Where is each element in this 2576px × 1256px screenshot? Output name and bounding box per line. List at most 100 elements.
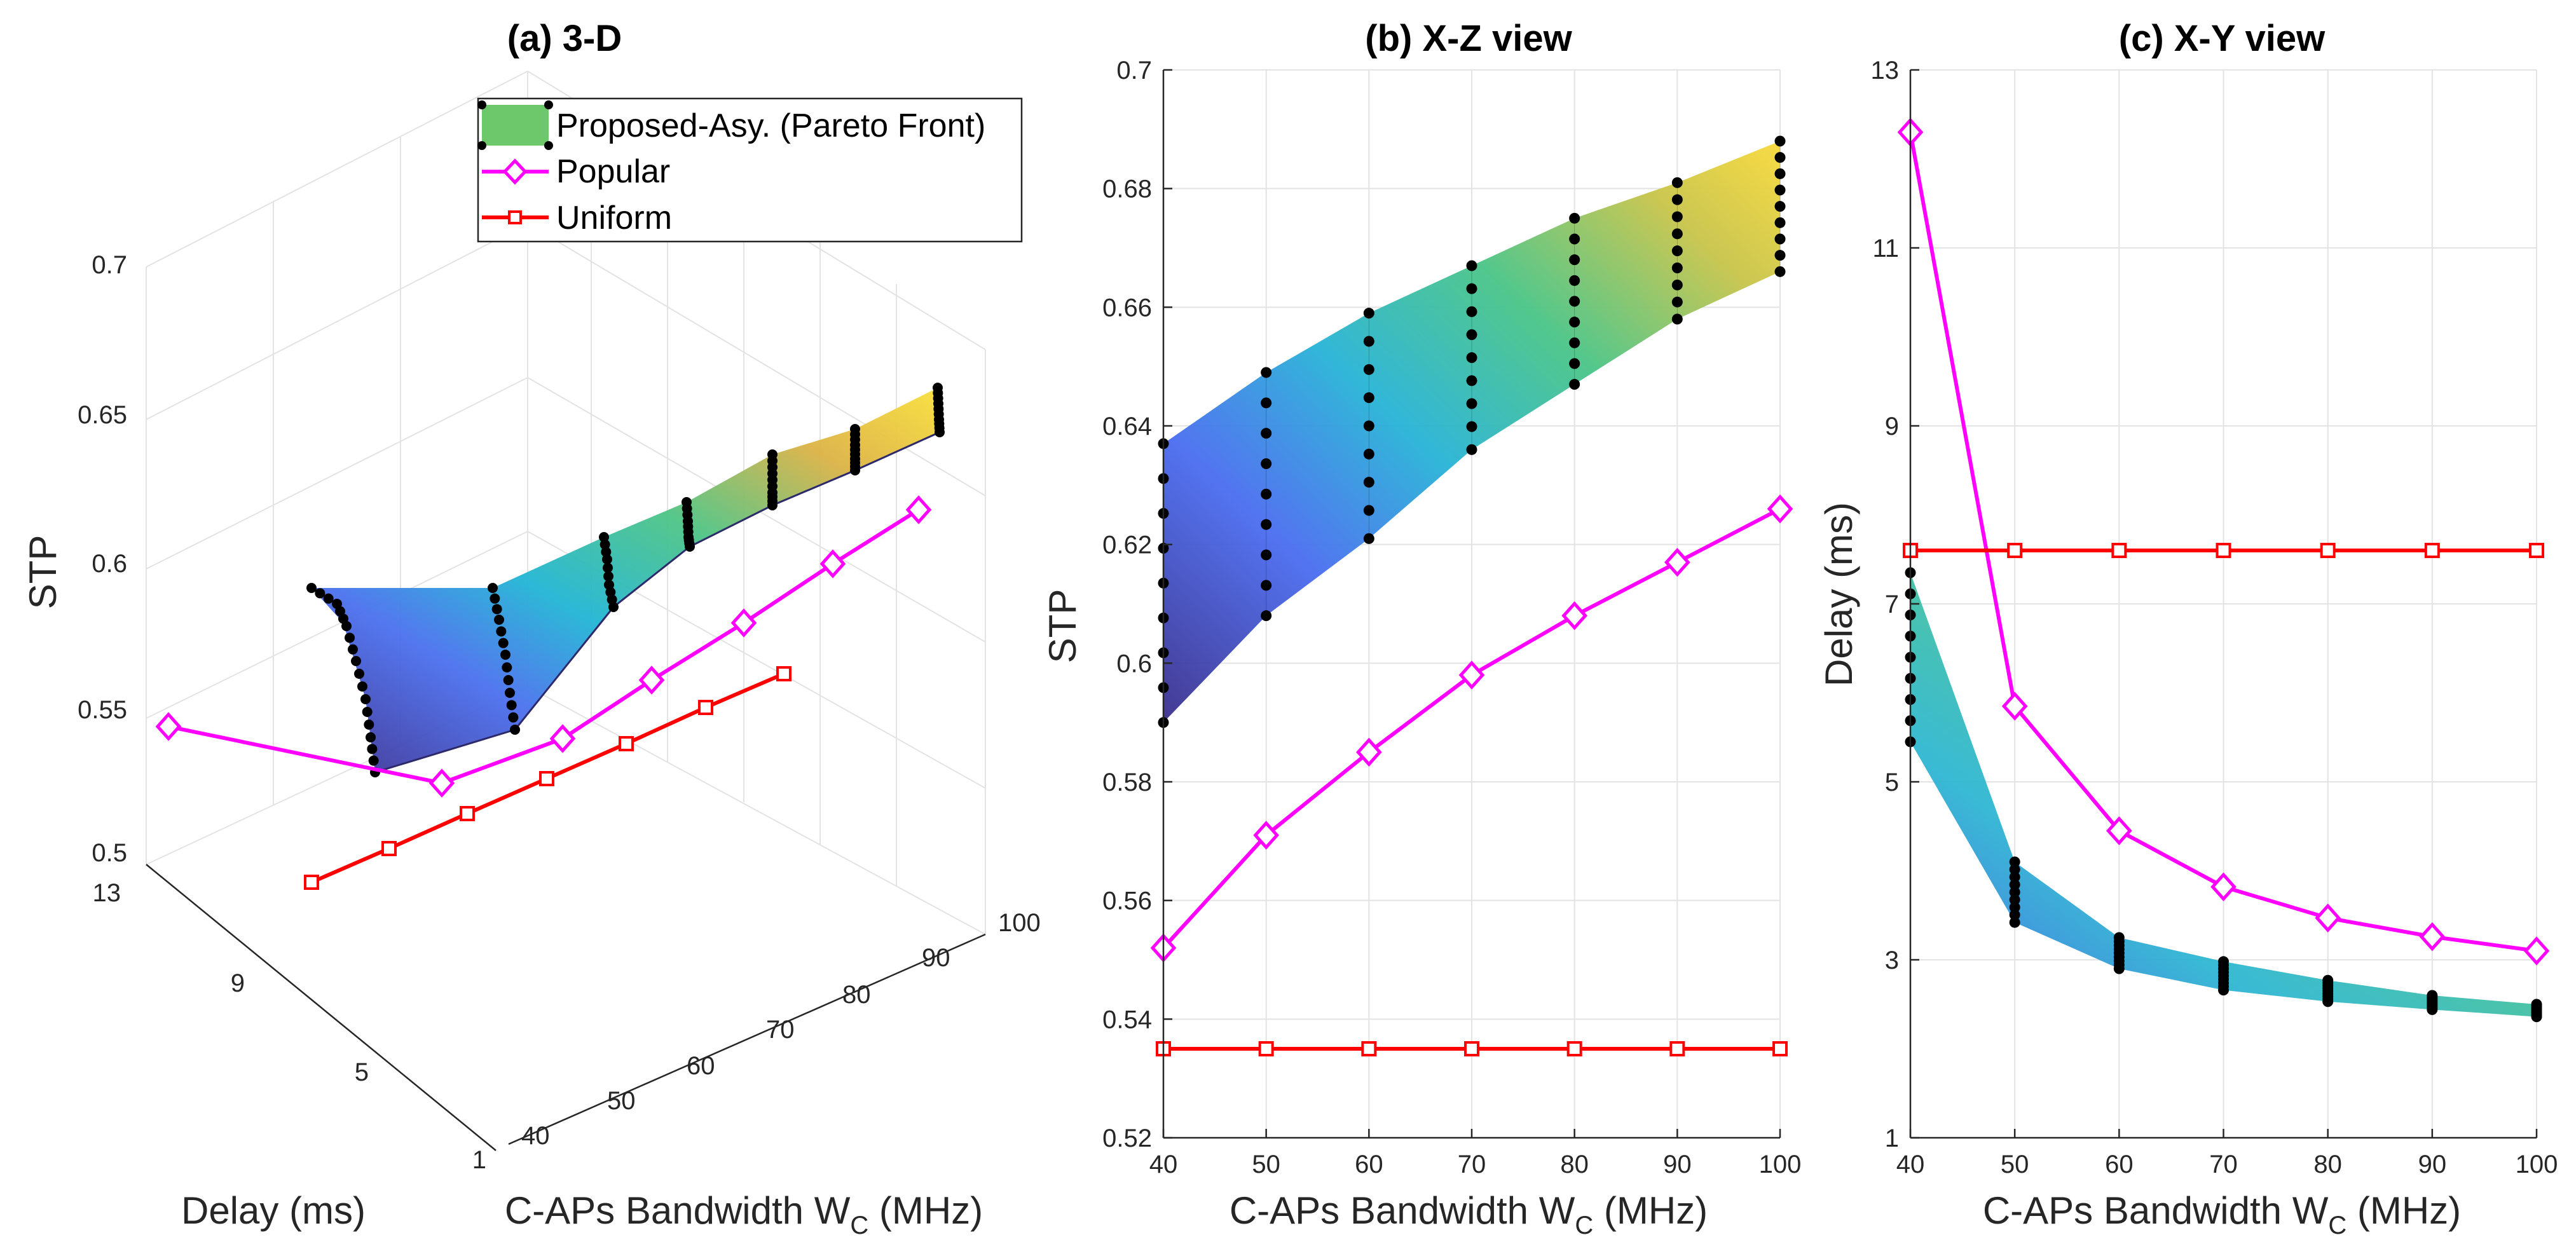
panel-b-pareto-point bbox=[1671, 313, 1683, 325]
panel-b-pareto-point bbox=[1363, 308, 1374, 319]
panel-b-pareto-point bbox=[1261, 428, 1272, 439]
panel-b-pareto-point bbox=[1466, 306, 1477, 317]
panel-c-uniform-marker bbox=[2424, 543, 2440, 558]
panel-a-popular-markers bbox=[155, 495, 932, 798]
panel-c-xtick-label: 60 bbox=[2105, 1150, 2134, 1178]
panel-b-pareto-point bbox=[1569, 337, 1580, 348]
panel-b-pareto-point bbox=[1363, 477, 1374, 488]
panel-c-pareto-point bbox=[2531, 999, 2542, 1010]
panel-c-series bbox=[1897, 118, 2550, 966]
panel-c-xtick-label: 90 bbox=[2418, 1150, 2447, 1178]
panel-a-ytick: 13 bbox=[93, 879, 121, 907]
panel-a-pareto-point bbox=[367, 744, 378, 754]
panel-b-pareto-point bbox=[1569, 233, 1580, 245]
panel-a-pareto-point bbox=[608, 602, 619, 612]
panel-c-pareto-point bbox=[2218, 956, 2229, 967]
panel-b-xtick-label: 100 bbox=[1759, 1150, 1802, 1178]
panel-a-popular-marker bbox=[819, 549, 846, 578]
panel-a-uniform-marker bbox=[698, 700, 713, 715]
panel-b-pareto-point bbox=[1363, 420, 1374, 432]
panel-a-uniform-marker bbox=[619, 736, 634, 751]
panel-a-ylabel: Delay (ms) bbox=[181, 1189, 366, 1232]
panel-a-pareto-point bbox=[488, 583, 498, 593]
panel-a-xtick: 100 bbox=[998, 909, 1041, 937]
panel-a-xtick: 40 bbox=[521, 1122, 550, 1150]
panel-a-pareto-point bbox=[357, 681, 367, 692]
panel-c-popular-marker bbox=[2001, 692, 2028, 721]
panel-b-ytick-label: 0.52 bbox=[1102, 1124, 1152, 1152]
panel-c-ylabel: Delay (ms) bbox=[1818, 502, 1860, 686]
panel-a-uniform-marker bbox=[460, 806, 475, 821]
panel-a-pareto-point bbox=[315, 588, 325, 599]
panel-b-uniform-marker bbox=[1566, 1041, 1582, 1056]
panel-b-uniform-marker bbox=[1669, 1041, 1685, 1056]
panel-a-pareto-point bbox=[360, 694, 371, 704]
panel-b-pareto-point bbox=[1774, 184, 1786, 196]
panel-a-popular-marker bbox=[155, 712, 182, 741]
panel-c-ytick-label: 11 bbox=[1872, 235, 1899, 263]
panel-b-ytick-label: 0.54 bbox=[1102, 1006, 1152, 1034]
panel-a-ztick: 0.6 bbox=[92, 550, 127, 578]
panel-b-pareto-point bbox=[1774, 152, 1786, 163]
panel-b-popular-marker bbox=[1767, 494, 1793, 524]
panel-b-pareto-point bbox=[1569, 317, 1580, 328]
panel-c-ytick-label: 5 bbox=[1885, 768, 1899, 796]
panel-a-pareto-point bbox=[602, 554, 612, 564]
legend-label-popular: Popular bbox=[556, 153, 670, 190]
panel-b-xtick-label: 40 bbox=[1149, 1150, 1178, 1178]
panel-b-pareto-point bbox=[1671, 228, 1683, 240]
panel-a-pareto-point bbox=[366, 732, 376, 742]
panel-b-pareto-point bbox=[1261, 367, 1272, 378]
panel-a-pareto-point bbox=[323, 593, 334, 604]
panel-c-pareto-point bbox=[2009, 887, 2020, 898]
panel-a-pareto-point bbox=[364, 720, 374, 730]
panel-a-pareto-point bbox=[490, 593, 500, 604]
panel-b-uniform-marker bbox=[1772, 1041, 1788, 1056]
panel-b-ytick-label: 0.68 bbox=[1102, 175, 1152, 203]
panel-a-pareto-point bbox=[348, 644, 358, 655]
panel-a-pareto-point bbox=[494, 615, 504, 625]
panel-c-xtick-label: 80 bbox=[2313, 1150, 2342, 1178]
panel-b-pareto-point bbox=[1774, 266, 1786, 277]
panel-b-pareto-point bbox=[1466, 398, 1477, 409]
panel-b-xtick-label: 70 bbox=[1458, 1150, 1486, 1178]
panel-a-uniform-markers bbox=[304, 666, 791, 890]
panel-c-ytick-label: 7 bbox=[1885, 590, 1899, 618]
panel-a-ztick: 0.5 bbox=[92, 839, 127, 867]
panel-b-title: (b) X-Z view bbox=[1365, 18, 1572, 59]
panel-a-uniform-marker bbox=[539, 771, 554, 786]
panel-a-zlabel: STP bbox=[22, 535, 64, 610]
panel-b-pareto-point bbox=[1466, 421, 1477, 432]
panel-b-xz-view: (b) X-Z view 40 50 60 70 80 90 100 0.52 0.54 0.56… bbox=[1041, 18, 1801, 1239]
panel-a-popular-marker bbox=[730, 608, 757, 638]
panel-b-pareto-point bbox=[1671, 279, 1683, 290]
panel-b-pareto-point bbox=[1774, 201, 1786, 212]
panel-b-pareto-point bbox=[1569, 296, 1580, 307]
panel-b-pareto-point bbox=[1261, 458, 1272, 469]
panel-a-xtick: 80 bbox=[842, 981, 871, 1009]
panel-c-pareto-point bbox=[2009, 894, 2020, 905]
panel-a-popular-marker bbox=[549, 724, 576, 753]
panel-b-pareto-point bbox=[1569, 275, 1580, 286]
panel-b-pareto-point bbox=[1569, 254, 1580, 266]
panel-a-pareto-point bbox=[510, 725, 520, 735]
panel-b-ytick-label: 0.56 bbox=[1102, 887, 1152, 915]
panel-c-popular-marker bbox=[2523, 936, 2550, 966]
panel-a-ytick: 1 bbox=[472, 1146, 486, 1174]
panel-b-series bbox=[1150, 494, 1793, 1056]
panel-a-popular-marker bbox=[905, 495, 932, 524]
panel-c-popular-marker bbox=[2419, 922, 2446, 952]
panel-b-pareto-point bbox=[1671, 177, 1683, 188]
panel-b-pareto-point bbox=[1261, 519, 1272, 530]
panel-a-uniform-marker bbox=[381, 841, 397, 856]
panel-b-ytick-label: 0.64 bbox=[1102, 413, 1152, 440]
panel-c-pareto-point bbox=[2009, 856, 2020, 868]
panel-a-pareto-point bbox=[345, 632, 355, 643]
panel-b-pareto-point bbox=[1466, 329, 1477, 340]
panel-a-pareto-point bbox=[306, 583, 317, 593]
panel-b-pareto-point bbox=[1363, 533, 1374, 544]
panel-a-pareto-point bbox=[500, 650, 510, 660]
panel-a-ztick: 0.55 bbox=[78, 696, 127, 724]
